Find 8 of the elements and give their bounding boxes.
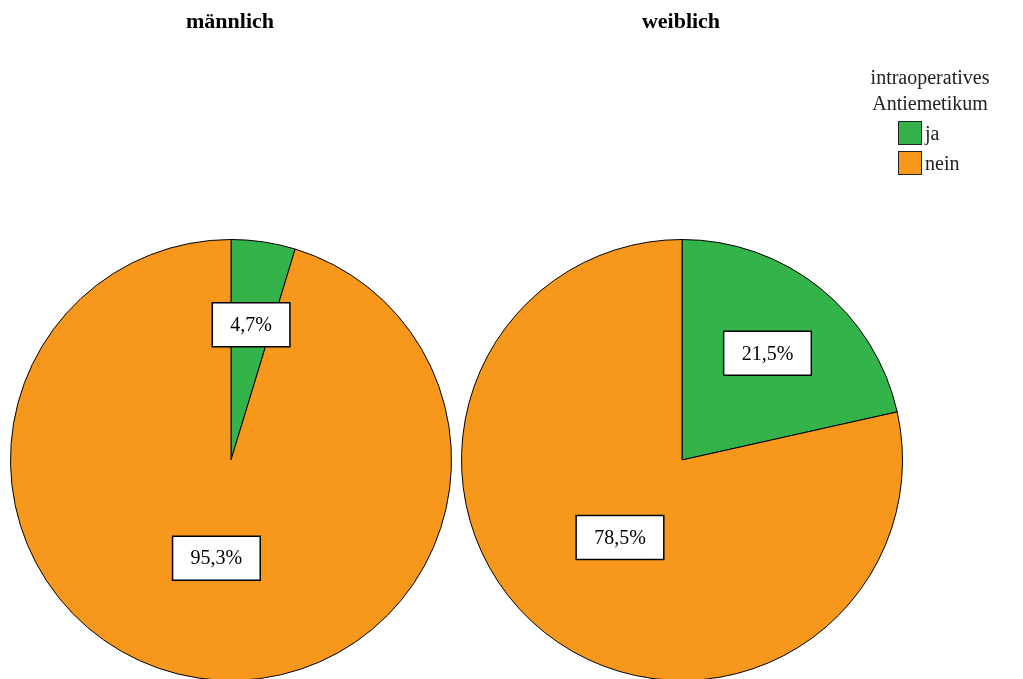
data-label: 95,3% — [190, 546, 243, 569]
data-label: 21,5% — [741, 341, 794, 364]
data-label: 78,5% — [594, 525, 646, 548]
legend-label: ja — [925, 121, 940, 145]
chart-title: weiblich — [640, 8, 722, 34]
chart-title: männlich — [185, 8, 275, 34]
legend-label: nein — [925, 151, 960, 175]
data-label: 4,7% — [230, 313, 272, 336]
